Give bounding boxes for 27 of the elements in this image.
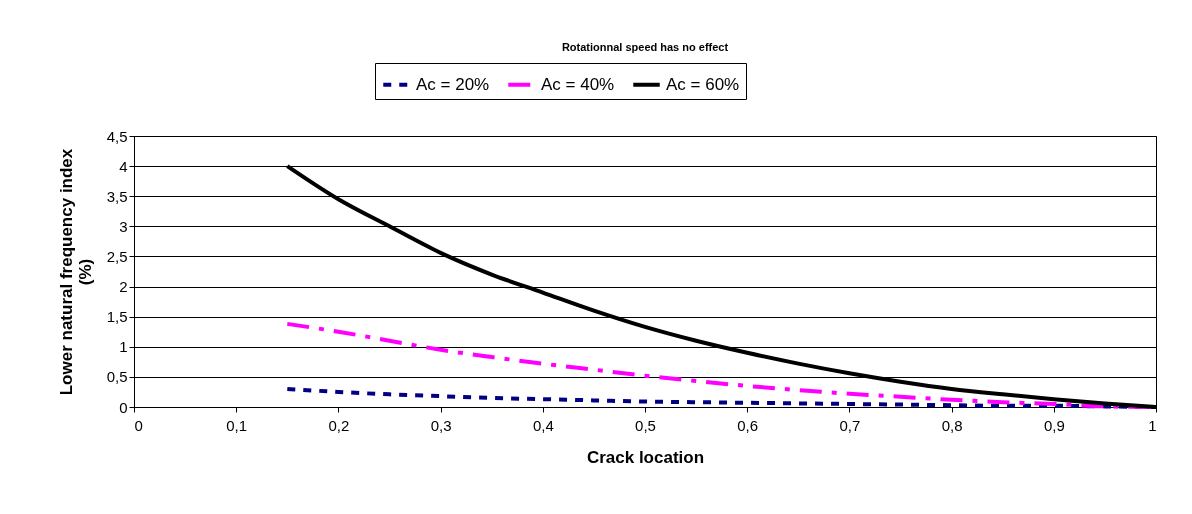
y-tick-label: 0,5 [106,368,128,386]
y-tick-label: 2 [119,278,128,296]
x-tick-label: 0,4 [532,416,554,434]
legend-label: Ac = 60% [666,74,740,94]
chart-title: Rotationnal speed has no effect [561,40,729,53]
x-tick-label: 0,8 [941,416,963,434]
legend-label: Ac = 20% [416,74,490,94]
y-tick-label: 4 [119,157,128,175]
x-axis-title: Crack location [586,447,705,467]
x-tick-label: 0,7 [839,416,861,434]
x-tick-label: 0,6 [737,416,759,434]
x-tick-label: 0,3 [430,416,452,434]
y-tick-label: 0 [119,398,128,416]
y-axis-title: Lower natural frequency index (%) [56,148,95,396]
x-tick-label: 0 [134,416,143,434]
y-tick-label: 1,5 [106,308,128,326]
y-tick-label: 2,5 [106,247,128,265]
x-tick-label: 0,9 [1043,416,1065,434]
x-tick-label: 1 [1148,416,1157,434]
x-tick-label: 0,1 [226,416,248,434]
y-tick-label: 1 [119,338,128,356]
legend-label: Ac = 40% [541,74,615,94]
y-tick-label: 3 [119,217,128,235]
y-tick-label: 3,5 [106,187,128,205]
x-tick-label: 0,2 [328,416,350,434]
x-tick-label: 0,5 [635,416,656,434]
y-tick-label: 4,5 [106,127,128,145]
